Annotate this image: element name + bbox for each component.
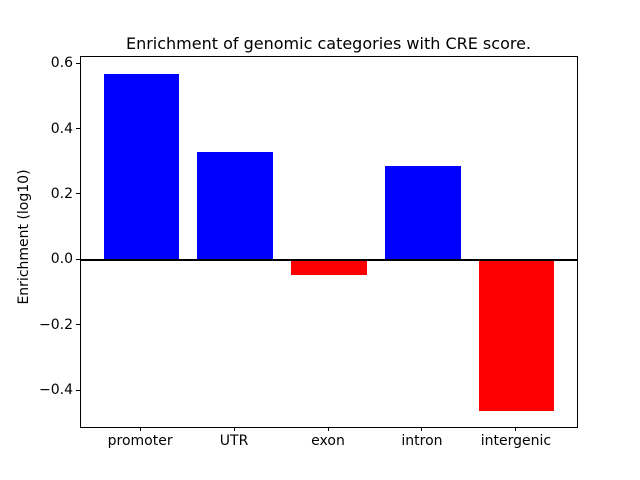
bar-exon [291, 260, 367, 275]
zero-line [81, 259, 577, 262]
plot-area [80, 56, 578, 428]
bar-intergenic [479, 260, 555, 411]
y-tick-label: 0.0 [50, 251, 73, 268]
y-tick-label: 0.4 [50, 120, 73, 137]
chart-title: Enrichment of genomic categories with CR… [125, 34, 532, 53]
x-tick-label-UTR: UTR [219, 433, 249, 449]
y-tick-label: 0.2 [50, 185, 73, 202]
bar-UTR [197, 152, 273, 261]
x-tick-mark [515, 427, 517, 431]
y-tick-label: 0.6 [50, 55, 73, 72]
x-tick-mark [327, 427, 329, 431]
y-tick-label: −0.4 [39, 382, 73, 399]
x-tick-label-intron: intron [401, 433, 443, 449]
bar-intron [385, 165, 461, 261]
y-tick-mark [76, 193, 80, 195]
y-tick-mark [76, 324, 80, 326]
x-tick-label-promoter: promoter [107, 433, 173, 449]
x-tick-label-intergenic: intergenic [480, 433, 552, 449]
y-tick-mark [76, 62, 80, 64]
x-tick-mark [233, 427, 235, 431]
x-tick-mark [139, 427, 141, 431]
x-tick-label-exon: exon [311, 433, 345, 449]
x-tick-mark [421, 427, 423, 431]
y-tick-label: −0.2 [39, 316, 73, 333]
y-tick-mark [76, 258, 80, 260]
bar-promoter [103, 73, 179, 261]
y-tick-mark [76, 128, 80, 130]
y-tick-mark [76, 389, 80, 391]
